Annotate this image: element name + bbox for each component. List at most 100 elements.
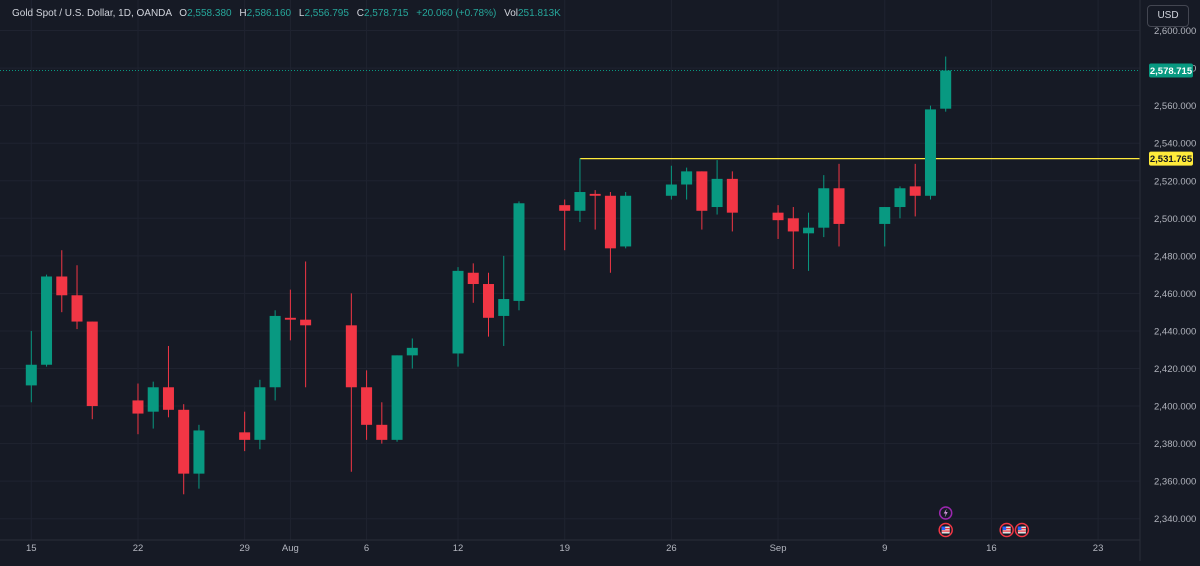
candle-body[interactable] bbox=[452, 270, 464, 354]
candle-body[interactable] bbox=[269, 315, 281, 388]
candle[interactable] bbox=[71, 265, 83, 330]
candle-body[interactable] bbox=[940, 70, 952, 109]
candle[interactable] bbox=[940, 56, 952, 112]
candle-body[interactable] bbox=[924, 109, 936, 196]
candle[interactable] bbox=[803, 212, 815, 271]
candle[interactable] bbox=[879, 207, 891, 247]
candle-body[interactable] bbox=[574, 192, 586, 211]
candle[interactable] bbox=[132, 383, 144, 435]
candle-body[interactable] bbox=[86, 321, 98, 407]
us-flag-icon[interactable] bbox=[1014, 522, 1030, 538]
candle-body[interactable] bbox=[818, 188, 830, 228]
candle-body[interactable] bbox=[879, 207, 891, 224]
candle[interactable] bbox=[924, 105, 936, 200]
candle[interactable] bbox=[376, 402, 388, 444]
horizontal-line-price-tag[interactable]: 2,531.765 bbox=[1149, 151, 1193, 166]
lightning-icon[interactable] bbox=[938, 506, 953, 520]
candle[interactable] bbox=[269, 310, 281, 401]
candle[interactable] bbox=[178, 404, 190, 495]
candle-body[interactable] bbox=[254, 387, 266, 440]
candle-body[interactable] bbox=[498, 299, 510, 316]
candle[interactable] bbox=[467, 263, 479, 303]
candle-body[interactable] bbox=[376, 424, 388, 440]
candle[interactable] bbox=[239, 411, 251, 452]
candle-body[interactable] bbox=[147, 387, 159, 412]
us-flag-icon[interactable] bbox=[999, 522, 1014, 538]
candle-body[interactable] bbox=[239, 432, 251, 440]
candle[interactable] bbox=[254, 379, 266, 450]
candle[interactable] bbox=[665, 165, 677, 200]
candle-body[interactable] bbox=[696, 171, 708, 211]
candle-body[interactable] bbox=[726, 178, 738, 213]
candle-body[interactable] bbox=[894, 188, 906, 208]
candle[interactable] bbox=[361, 370, 373, 440]
candle-body[interactable] bbox=[483, 284, 494, 318]
candle[interactable] bbox=[696, 171, 708, 230]
candle[interactable] bbox=[498, 255, 510, 346]
candle[interactable] bbox=[711, 160, 723, 215]
currency-button[interactable]: USD bbox=[1147, 5, 1189, 27]
candle[interactable] bbox=[909, 163, 921, 217]
candle[interactable] bbox=[772, 205, 784, 239]
candle[interactable] bbox=[589, 190, 601, 230]
candle-body[interactable] bbox=[25, 364, 37, 386]
candle[interactable] bbox=[284, 289, 296, 341]
candle-body[interactable] bbox=[406, 347, 418, 356]
candle[interactable] bbox=[25, 330, 37, 403]
candle-body[interactable] bbox=[132, 400, 144, 414]
candle-body[interactable] bbox=[909, 186, 921, 196]
candle-body[interactable] bbox=[162, 387, 174, 410]
candle-body[interactable] bbox=[513, 203, 525, 301]
candle-body[interactable] bbox=[41, 276, 53, 365]
candle-body[interactable] bbox=[300, 319, 312, 326]
candle[interactable] bbox=[620, 192, 632, 249]
event-markers-layer[interactable] bbox=[938, 506, 1030, 538]
candle-body[interactable] bbox=[391, 355, 403, 440]
candle[interactable] bbox=[787, 207, 799, 269]
candle[interactable] bbox=[162, 345, 174, 418]
candle[interactable] bbox=[345, 293, 357, 472]
candle-body[interactable] bbox=[467, 272, 479, 285]
candle-body[interactable] bbox=[589, 193, 601, 196]
candle-body[interactable] bbox=[772, 212, 784, 221]
candle[interactable] bbox=[452, 267, 464, 367]
candle-body[interactable] bbox=[787, 218, 799, 232]
candle[interactable] bbox=[86, 321, 98, 420]
candle[interactable] bbox=[604, 192, 616, 273]
candle-body[interactable] bbox=[620, 195, 632, 247]
candle-body[interactable] bbox=[833, 188, 845, 224]
candle[interactable] bbox=[894, 186, 906, 219]
candle[interactable] bbox=[818, 175, 830, 238]
candle[interactable] bbox=[300, 261, 312, 388]
candle-body[interactable] bbox=[361, 387, 373, 425]
horizontal-line-layer[interactable] bbox=[0, 70, 1140, 160]
candle[interactable] bbox=[726, 171, 738, 232]
candle[interactable] bbox=[41, 274, 53, 367]
candle-body[interactable] bbox=[681, 171, 693, 185]
candle-body[interactable] bbox=[559, 205, 571, 211]
candle[interactable] bbox=[483, 272, 494, 337]
candle[interactable] bbox=[391, 355, 403, 442]
candle[interactable] bbox=[56, 250, 68, 313]
candle-body[interactable] bbox=[178, 409, 190, 474]
candle[interactable] bbox=[147, 381, 159, 429]
candle-body[interactable] bbox=[193, 430, 205, 474]
candle[interactable] bbox=[574, 158, 586, 223]
us-flag-icon[interactable] bbox=[938, 522, 953, 538]
last-price-tag[interactable]: 2,578.715 bbox=[1149, 63, 1193, 78]
candle-body[interactable] bbox=[345, 325, 357, 388]
candle[interactable] bbox=[406, 338, 418, 369]
candle-body[interactable] bbox=[604, 195, 616, 249]
candle[interactable] bbox=[193, 424, 205, 489]
candle[interactable] bbox=[559, 199, 571, 251]
candle-body[interactable] bbox=[56, 276, 68, 296]
candle[interactable] bbox=[833, 163, 845, 247]
candle-body[interactable] bbox=[284, 317, 296, 320]
candle-body[interactable] bbox=[665, 184, 677, 196]
candle[interactable] bbox=[513, 201, 525, 311]
candle-body[interactable] bbox=[711, 178, 723, 208]
candles-layer[interactable] bbox=[0, 56, 952, 495]
